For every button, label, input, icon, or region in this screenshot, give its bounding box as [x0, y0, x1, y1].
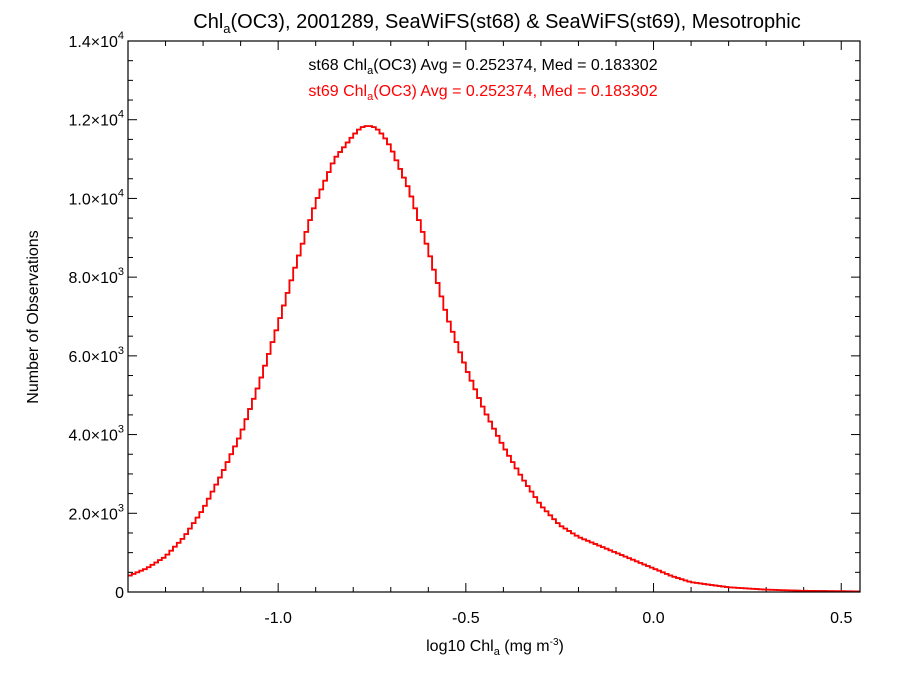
- series-layer: [128, 125, 860, 593]
- x-tick-label: 0.0: [642, 610, 664, 627]
- annotation-st68: st68 Chla(OC3) Avg = 0.252374, Med = 0.1…: [308, 57, 657, 77]
- y-tick-label: 1.0×104: [68, 187, 124, 208]
- x-tick-label: 0.5: [830, 610, 852, 627]
- y-axis-label: Number of Observations: [25, 230, 42, 403]
- x-axis-label: log10 Chla (mg m-3): [426, 637, 564, 658]
- y-tick-label: 8.0×103: [68, 266, 124, 287]
- plot-frame: [127, 40, 861, 593]
- series-line-1: [128, 125, 860, 593]
- y-tick-label: 2.0×103: [68, 502, 124, 523]
- tick-labels-layer: -1.0 -0.5 0.0 0.5 0 2.0×103 4.0×103 6.0×103 8.0×…: [68, 30, 852, 627]
- chart-title: Chla(OC3), 2001289, SeaWiFS(st68) & SeaW…: [193, 11, 800, 36]
- y-tick-label: 0: [115, 585, 124, 602]
- x-tick-label: -1.0: [264, 610, 292, 627]
- y-tick-label: 1.4×104: [68, 30, 124, 51]
- annotation-st69: st69 Chla(OC3) Avg = 0.252374, Med = 0.1…: [308, 83, 657, 103]
- y-tick-label: 6.0×103: [68, 345, 124, 366]
- y-tick-label: 1.2×104: [68, 109, 124, 130]
- y-tick-label: 4.0×103: [68, 424, 124, 445]
- x-tick-label: -0.5: [452, 610, 480, 627]
